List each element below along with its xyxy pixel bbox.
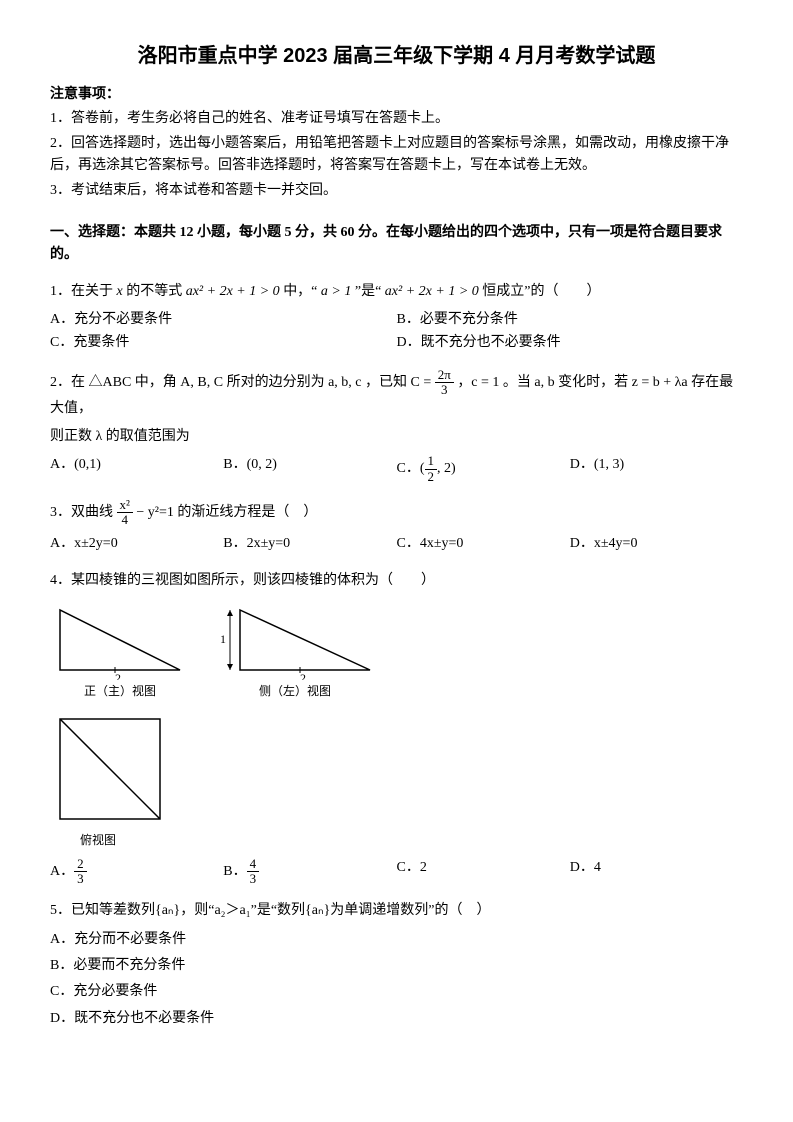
side-triangle bbox=[240, 610, 370, 670]
q4-option-b: B．43 bbox=[223, 857, 396, 887]
q3-options: A．x±2y=0 B．2x±y=0 C．4x±y=0 D．x±4y=0 bbox=[50, 533, 743, 555]
q3-option-d: D．x±4y=0 bbox=[570, 533, 743, 555]
q1-option-b: B．必要不充分条件 bbox=[397, 309, 744, 331]
q5-option-d: D．既不充分也不必要条件 bbox=[50, 1008, 743, 1030]
q1-option-c: C．充要条件 bbox=[50, 332, 397, 354]
q2-text-c: 则正数 λ 的取值范围为 bbox=[50, 426, 743, 448]
q1-var-x: x bbox=[117, 284, 123, 299]
q3-text-b: − y²=1 的渐近线方程是（ ） bbox=[136, 505, 317, 520]
top-diagonal bbox=[60, 719, 160, 819]
front-triangle bbox=[60, 610, 180, 670]
question-4: 4．某四棱锥的三视图如图所示，则该四棱锥的体积为（ ） bbox=[50, 570, 743, 592]
q4-option-a: A．23 bbox=[50, 857, 223, 887]
top-view-caption: 俯视图 bbox=[50, 831, 743, 850]
q4-a-frac: 23 bbox=[74, 857, 87, 887]
q1-expr2: ax² + 2x + 1 > 0 bbox=[385, 284, 479, 299]
q3-option-a: A．x±2y=0 bbox=[50, 533, 223, 555]
q2-frac-C-den: 3 bbox=[435, 383, 454, 397]
q1-options: A．充分不必要条件 B．必要不充分条件 C．充要条件 D．既不充分也不必要条件 bbox=[50, 309, 743, 354]
q1-option-a: A．充分不必要条件 bbox=[50, 309, 397, 331]
q5-option-b: B．必要而不充分条件 bbox=[50, 955, 743, 977]
q2-c-frac: 12 bbox=[425, 454, 438, 484]
q4-fig-top: 俯视图 bbox=[50, 709, 743, 850]
q2-option-c: C．(12, 2) bbox=[397, 454, 570, 484]
front-view-caption: 正（主）视图 bbox=[50, 682, 190, 701]
q4-a-num: 2 bbox=[74, 857, 87, 872]
q4-b-frac: 43 bbox=[247, 857, 260, 887]
q2-c-den: 2 bbox=[425, 470, 438, 484]
side-view-caption: 侧（左）视图 bbox=[210, 682, 380, 701]
q2-frac-C-num: 2π bbox=[435, 368, 454, 383]
q4-fig-main: 2 正（主）视图 bbox=[50, 600, 190, 701]
q4-option-d: D．4 bbox=[570, 857, 743, 887]
q1-expr1: ax² + 2x + 1 > 0 bbox=[186, 284, 280, 299]
q3-frac: x² 4 bbox=[117, 498, 133, 528]
q2-c-num: 1 bbox=[425, 454, 438, 469]
side-view-svg: 1 2 bbox=[210, 600, 380, 680]
side-arrow-head-up bbox=[227, 610, 233, 616]
q4-b-pre: B． bbox=[223, 864, 246, 879]
q3-frac-num: x² bbox=[117, 498, 133, 513]
front-label-2: 2 bbox=[115, 671, 121, 680]
question-2: 2．在 △ABC 中，角 A, B, C 所对的边分别为 a, b, c ，已知… bbox=[50, 368, 743, 420]
q5-option-a: A．充分而不必要条件 bbox=[50, 929, 743, 951]
section-1-heading: 一、选择题：本题共 12 小题，每小题 5 分，共 60 分。在每小题给出的四个… bbox=[50, 222, 743, 267]
notice-line-2: 2．回答选择题时，选出每小题答案后，用铅笔把答题卡上对应题目的答案标号涂黑，如需… bbox=[50, 133, 743, 178]
q2-text-a: 2．在 △ABC 中，角 A, B, C 所对的边分别为 a, b, c ，已知… bbox=[50, 375, 435, 390]
q1-text-a: 1．在关于 bbox=[50, 284, 117, 299]
q4-b-den: 3 bbox=[247, 872, 260, 886]
q4-a-den: 3 bbox=[74, 872, 87, 886]
q3-text-a: 3．双曲线 bbox=[50, 505, 117, 520]
notice-line-3: 3．考试结束后，将本试卷和答题卡一并交回。 bbox=[50, 180, 743, 202]
side-label-2: 2 bbox=[300, 671, 306, 680]
question-3: 3．双曲线 x² 4 − y²=1 的渐近线方程是（ ） bbox=[50, 498, 743, 528]
q1-text-e: 恒成立”的（ ） bbox=[482, 284, 600, 299]
q4-options: A．23 B．43 C．2 D．4 bbox=[50, 857, 743, 887]
q1-cond: a > 1 bbox=[321, 284, 351, 299]
notice-heading: 注意事项： bbox=[50, 84, 743, 106]
q2-c-post: , 2) bbox=[437, 461, 456, 476]
q4-option-c: C．2 bbox=[397, 857, 570, 887]
q2-frac-C: 2π 3 bbox=[435, 368, 454, 398]
q2-c-pre: C．( bbox=[397, 461, 425, 476]
q1-text-c: 中，“ bbox=[283, 284, 317, 299]
notice-line-1: 1．答卷前，考生务必将自己的姓名、准考证号填写在答题卡上。 bbox=[50, 108, 743, 130]
side-label-1: 1 bbox=[220, 632, 226, 646]
page-title: 洛阳市重点中学 2023 届高三年级下学期 4 月月考数学试题 bbox=[50, 40, 743, 72]
q1-option-d: D．既不充分也不必要条件 bbox=[397, 332, 744, 354]
q3-frac-den: 4 bbox=[117, 513, 133, 527]
front-view-svg: 2 bbox=[50, 600, 190, 680]
q2-option-b: B．(0, 2) bbox=[223, 454, 396, 484]
q1-text-b: 的不等式 bbox=[126, 284, 186, 299]
q2-option-d: D．(1, 3) bbox=[570, 454, 743, 484]
q5-option-c: C．充分必要条件 bbox=[50, 981, 743, 1003]
q4-b-num: 4 bbox=[247, 857, 260, 872]
q4-a-pre: A． bbox=[50, 864, 74, 879]
top-view-svg bbox=[50, 709, 170, 829]
q3-option-c: C．4x±y=0 bbox=[397, 533, 570, 555]
q5-options: A．充分而不必要条件 B．必要而不充分条件 C．充分必要条件 D．既不充分也不必… bbox=[50, 929, 743, 1031]
q4-figures-row1: 2 正（主）视图 1 2 侧（左）视图 bbox=[50, 600, 743, 701]
q1-text-d: ”是“ bbox=[355, 284, 381, 299]
q2-option-a: A．(0,1) bbox=[50, 454, 223, 484]
side-arrow-head-down bbox=[227, 664, 233, 670]
q3-option-b: B．2x±y=0 bbox=[223, 533, 396, 555]
q2-options: A．(0,1) B．(0, 2) C．(12, 2) D．(1, 3) bbox=[50, 454, 743, 484]
question-5: 5．已知等差数列{aₙ}，则“a₂＞a₁”是“数列{aₙ}为单调递增数列”的（ … bbox=[50, 900, 743, 922]
q4-fig-side: 1 2 侧（左）视图 bbox=[210, 600, 380, 701]
question-1: 1．在关于 x 的不等式 ax² + 2x + 1 > 0 中，“ a > 1 … bbox=[50, 281, 743, 303]
